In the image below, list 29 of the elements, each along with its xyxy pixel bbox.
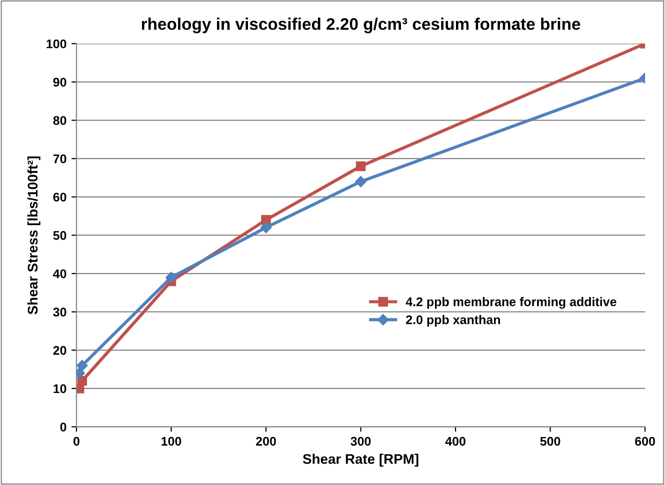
point [76, 360, 88, 372]
x-tick-label: 500 [540, 436, 560, 446]
x-tick-label: 200 [256, 436, 276, 446]
y-axis-title: Shear Stress [lbs/100ft²] [27, 156, 40, 314]
point [261, 215, 271, 225]
legend-label: 4.2 ppb membrane forming additive [406, 297, 616, 309]
point [356, 161, 366, 172]
y-tick-label: 80 [53, 116, 66, 125]
point [166, 272, 177, 283]
x-tick-label: 300 [350, 436, 371, 446]
legend-label: 2.0 ppb xanthan [406, 315, 500, 327]
y-tick-label: 50 [53, 231, 66, 240]
y-tick-label: 0 [60, 422, 66, 432]
y-tick-label: 20 [53, 346, 66, 355]
y-tick-label: 70 [53, 154, 66, 164]
x-tick-label: 0 [73, 436, 80, 446]
point [355, 176, 366, 188]
x-tick-label: 100 [162, 436, 182, 446]
point [260, 222, 272, 234]
y-tick-label: 10 [54, 384, 66, 394]
chart-title: rheology in viscosified 2.20 g/cm³ cesium formate brine [142, 18, 580, 34]
y-tick-label: 90 [53, 78, 66, 87]
x-tick-label: 400 [445, 436, 466, 446]
x-tick-label: 600 [635, 436, 655, 446]
x-axis-title: Shear Rate [RPM] [302, 454, 418, 467]
y-tick-label: 60 [53, 192, 66, 202]
y-tick-label: 30 [53, 308, 66, 317]
y-tick-label: 100 [46, 39, 66, 48]
y-tick-label: 40 [53, 269, 66, 278]
